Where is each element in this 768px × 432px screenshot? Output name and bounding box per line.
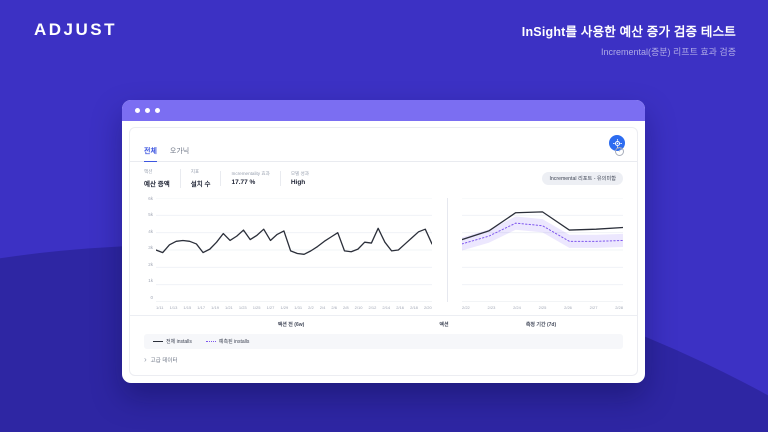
legend-predicted-installs: 예측된 installs bbox=[205, 338, 250, 345]
metrics-row: 액션 예산 증액 지표 설치 수 Incrementality 효과 17.77 % 모델 … bbox=[130, 162, 637, 194]
help-icon[interactable]: ? bbox=[615, 147, 624, 156]
measurement-x-axis: 2/22 2/23 2/24 2/25 2/26 2/27 2/28 bbox=[462, 305, 623, 310]
x-tick: 2/10 bbox=[354, 304, 363, 310]
pre-action-x-axis: 1/11 1/13 1/15 1/17 1/19 1/21 1/23 1/25 1/27 1/29… bbox=[156, 305, 432, 310]
x-tick: 2/23 bbox=[487, 304, 496, 310]
legend-label: 예측된 installs bbox=[218, 338, 250, 345]
solid-line-swatch-icon bbox=[153, 340, 163, 342]
x-tick: 1/29 bbox=[280, 304, 289, 310]
measurement-line-chart bbox=[462, 197, 623, 302]
metric-value: 예산 증액 bbox=[144, 180, 170, 188]
x-tick: 2/28 bbox=[615, 304, 623, 310]
slide-title: InSight를 사용한 예산 증가 검증 테스트 bbox=[521, 25, 736, 39]
x-tick: 2/8 bbox=[343, 304, 349, 310]
significance-badge: Incremental 리포트 - 유의미함 bbox=[542, 171, 623, 185]
pre-action-line-chart bbox=[156, 197, 432, 302]
x-tick: 1/13 bbox=[169, 304, 178, 310]
advanced-data-label: 고급 데이터 bbox=[150, 357, 178, 364]
x-tick: 2/27 bbox=[589, 304, 598, 310]
window-control-dot[interactable] bbox=[145, 108, 150, 113]
period-captions: 액션 전 (6w) 액션 측정 기간 (7d) bbox=[130, 314, 637, 328]
x-tick: 2/6 bbox=[331, 304, 337, 310]
y-tick: 2k bbox=[148, 261, 153, 267]
chart-legend: 전체 installs 예측된 installs bbox=[144, 333, 623, 349]
pre-action-chart-panel: 1/11 1/13 1/15 1/17 1/19 1/21 1/23 1/25 1/27 1/29… bbox=[156, 197, 432, 310]
metric-label: Incrementality 효과 bbox=[231, 170, 270, 176]
metric-incrementality-effect: Incrementality 효과 17.77 % bbox=[220, 170, 279, 186]
dashboard-window: 전체 오가닉? 액션 예산 증액 지표 설치 수 Incrementality 효과 17.… bbox=[122, 100, 645, 383]
metric-label: 액션 bbox=[144, 169, 153, 174]
report-card: 전체 오가닉? 액션 예산 증액 지표 설치 수 Incrementality 효과 17.… bbox=[129, 127, 638, 376]
tab-all[interactable]: 전체 bbox=[144, 146, 157, 162]
x-tick: 1/21 bbox=[225, 304, 233, 310]
x-tick: 2/22 bbox=[462, 304, 470, 310]
action-divider bbox=[432, 197, 462, 310]
x-tick: 2/12 bbox=[368, 304, 377, 310]
x-tick: 2/2 bbox=[308, 304, 314, 310]
x-tick: 2/20 bbox=[423, 304, 432, 310]
advanced-data-link[interactable]: › 고급 데이터 bbox=[144, 354, 623, 364]
action-divider-line bbox=[447, 197, 448, 302]
x-tick: 1/25 bbox=[252, 304, 261, 310]
y-tick: 6k bbox=[148, 195, 153, 201]
x-tick: 1/19 bbox=[211, 304, 219, 310]
x-tick: 1/31 bbox=[294, 304, 303, 310]
caption-action: 액션 bbox=[439, 321, 449, 328]
y-tick: 3k bbox=[148, 245, 153, 250]
y-tick: 5k bbox=[148, 212, 153, 217]
x-tick: 2/25 bbox=[538, 304, 547, 310]
gear-icon bbox=[612, 138, 622, 148]
x-tick: 2/24 bbox=[513, 304, 521, 310]
legend-label: 전체 installs bbox=[166, 338, 192, 345]
y-tick: 1k bbox=[148, 278, 153, 283]
tab-organic[interactable]: 오가닉 bbox=[169, 148, 190, 155]
x-tick: 2/14 bbox=[382, 304, 391, 310]
tab-bar: 전체 오가닉? bbox=[130, 128, 637, 162]
x-tick: 1/11 bbox=[156, 304, 164, 310]
metric-model-performance: 모델 성과 High bbox=[279, 170, 319, 186]
metric-value: 설치 수 bbox=[190, 180, 211, 188]
y-tick: 4k bbox=[148, 228, 153, 234]
slide-subtitle: Incremental(증분) 리프트 효과 검증 bbox=[600, 47, 736, 57]
legend-actual-installs: 전체 installs bbox=[153, 338, 192, 345]
metric-label: 지표 bbox=[190, 169, 200, 174]
caption-measurement: 측정 기간 (7d) bbox=[525, 321, 557, 328]
x-tick: 1/17 bbox=[197, 304, 206, 310]
y-axis: 6k 5k 4k 3k 2k 1k 0 bbox=[140, 196, 156, 300]
x-tick: 2/18 bbox=[410, 304, 418, 310]
x-tick: 2/26 bbox=[564, 304, 572, 310]
caption-before-action: 액션 전 (6w) bbox=[277, 321, 305, 328]
dotted-line-swatch-icon bbox=[205, 340, 216, 342]
x-tick: 1/23 bbox=[238, 304, 247, 310]
window-control-dot[interactable] bbox=[155, 108, 160, 113]
window-titlebar bbox=[122, 100, 645, 121]
chart-area: 6k 5k 4k 3k 2k 1k 0 1/11 1/13 1/15 1/17 1/19 1/21 1/… bbox=[130, 194, 637, 310]
slide-heading: InSight를 사용한 예산 증가 검증 테스트 Incremental(증분… bbox=[522, 21, 736, 58]
x-tick: 1/15 bbox=[183, 304, 192, 310]
measurement-chart-panel: 2/22 2/23 2/24 2/25 2/26 2/27 2/28 bbox=[462, 197, 623, 310]
metric-label: 모델 성과 bbox=[290, 170, 309, 176]
metric-value: 17.77 % bbox=[231, 179, 256, 186]
x-tick: 1/27 bbox=[266, 304, 275, 310]
chevron-right-icon: › bbox=[144, 354, 147, 364]
x-tick: 2/4 bbox=[319, 304, 326, 310]
adjust-logo: ADJUST bbox=[34, 20, 118, 39]
x-tick: 2/16 bbox=[396, 304, 405, 310]
metric-value: High bbox=[290, 179, 306, 186]
window-control-dot[interactable] bbox=[135, 108, 140, 113]
y-tick: 0 bbox=[150, 294, 153, 300]
